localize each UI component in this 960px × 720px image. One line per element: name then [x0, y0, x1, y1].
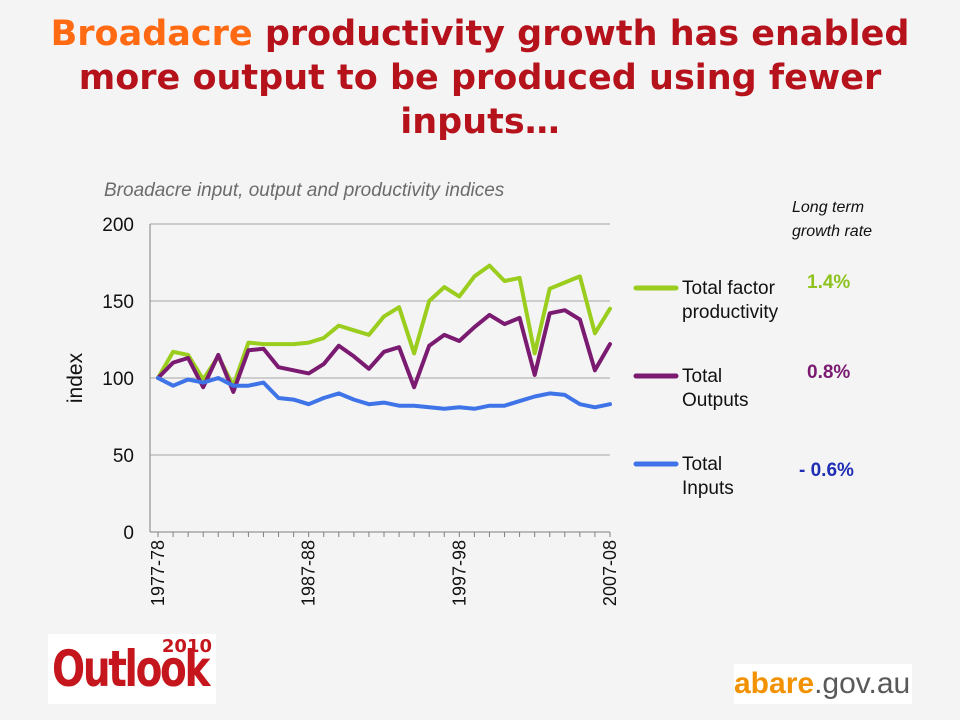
- x-tick-label-1987-88: 1987-88: [299, 540, 319, 606]
- legend-outputs-label: Total Outputs: [682, 366, 749, 411]
- title-rest: productivity growth has enabled more out…: [78, 14, 910, 142]
- y-tick-label-100: 100: [102, 369, 134, 390]
- abare-logo: abare.gov.au: [734, 664, 912, 704]
- line-total-outputs: [156, 308, 612, 394]
- y-tick-label-200: 200: [102, 215, 134, 236]
- growth-rate-header-line2: growth rate: [792, 223, 873, 240]
- growth-rate-outputs: 0.8%: [807, 362, 851, 383]
- abare-logo-part2: .gov.au: [814, 667, 911, 700]
- legend-tfp-label: Total factor productivity: [682, 278, 779, 323]
- growth-rate-tfp: 1.4%: [807, 272, 851, 293]
- x-tick-label-1997-98: 1997-98: [449, 540, 469, 606]
- y-tick-label-0: 0: [123, 523, 134, 544]
- outlook-2010-logo: Outlook 2010: [48, 634, 216, 704]
- x-tick-label-1977-78: 1977-78: [148, 540, 168, 606]
- abare-logo-part1: abare: [734, 667, 815, 700]
- y-axis-label: index: [64, 352, 87, 403]
- line-total-factor-productivity: [156, 263, 612, 388]
- growth-rate-header-line1: Long term: [792, 199, 865, 216]
- legend-inputs-label: Total Inputs: [682, 454, 734, 499]
- line-total-inputs: [156, 376, 612, 411]
- growth-rate-inputs: - 0.6%: [799, 460, 854, 481]
- y-tick-label-150: 150: [102, 292, 134, 313]
- title-accent: Broadacre: [50, 14, 253, 54]
- slide-title: Broadacre productivity growth has enable…: [40, 12, 920, 144]
- outlook-logo-year: 2010: [161, 636, 212, 657]
- chart-title: Broadacre input, output and productivity…: [104, 180, 505, 201]
- x-tick-label-2007-08: 2007-08: [600, 540, 620, 606]
- y-tick-label-50: 50: [113, 446, 134, 467]
- growth-rate-header: Long term growth rate: [792, 196, 872, 244]
- outlook-logo-word: Outlook: [52, 640, 210, 698]
